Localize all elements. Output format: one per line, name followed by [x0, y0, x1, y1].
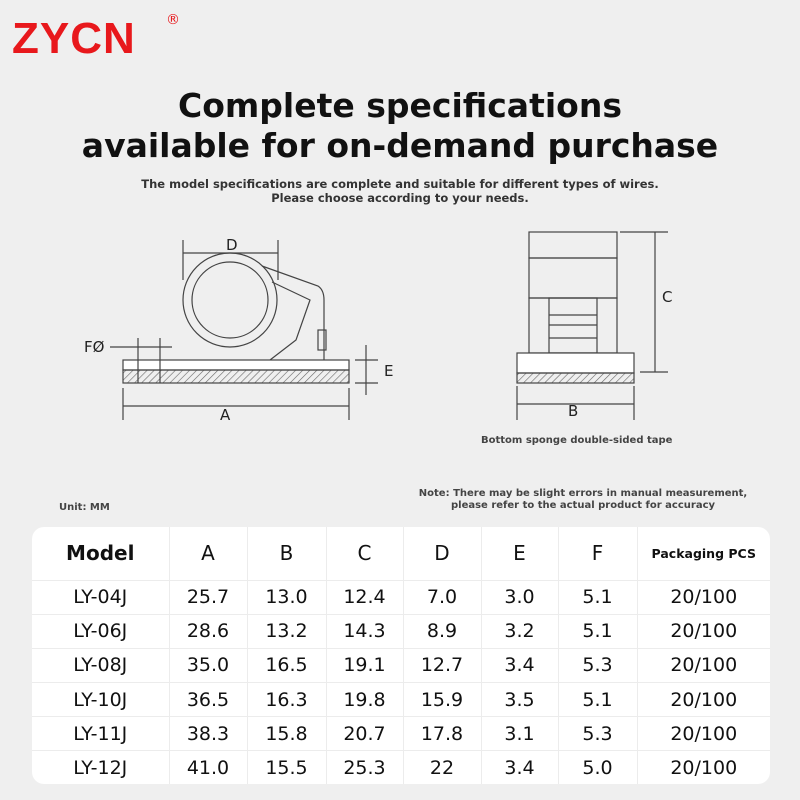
table-header-row: Model A B C D E F Packaging PCS: [32, 527, 770, 581]
table-cell-b: 13.0: [247, 580, 327, 615]
table-cell-d: 7.0: [403, 580, 482, 615]
table-cell-c: 12.4: [326, 580, 404, 615]
dimension-label-e: E: [384, 362, 394, 380]
table-cell-b: 13.2: [247, 614, 327, 649]
table-cell-c: 19.1: [326, 648, 404, 684]
table-row: LY-11J 38.3 15.8 20.7 17.8 3.1 5.3 20/100: [32, 716, 770, 752]
header-packaging: Packaging PCS: [637, 527, 770, 581]
table-cell-c: 14.3: [326, 614, 404, 649]
spec-table: Model A B C D E F Packaging PCS LY-04J 25…: [32, 527, 770, 784]
header-f: F: [558, 527, 638, 581]
table-cell-f: 5.1: [558, 614, 638, 649]
header-c: C: [326, 527, 404, 581]
table-cell-model: LY-04J: [32, 580, 170, 615]
table-cell-a: 38.3: [169, 716, 248, 752]
table-cell-packaging-pcs: 20/100: [637, 614, 770, 649]
dimension-label-c: C: [662, 288, 673, 306]
table-cell-c: 25.3: [326, 750, 404, 784]
headline-line-2: available for on-demand purchase: [81, 126, 719, 165]
headline-line-1: Complete specifications: [178, 86, 622, 125]
table-cell-d: 8.9: [403, 614, 482, 649]
table-cell-c: 20.7: [326, 716, 404, 752]
table-cell-model: LY-11J: [32, 716, 170, 752]
table-cell-e: 3.1: [481, 716, 559, 752]
note-line-2: please refer to the actual product for a…: [450, 500, 716, 511]
table-cell-a: 41.0: [169, 750, 248, 784]
table-cell-d: 12.7: [403, 648, 482, 684]
dimension-drawing: [110, 231, 668, 420]
header-e: E: [481, 527, 559, 581]
table-cell-a: 28.6: [169, 614, 248, 649]
table-row: LY-08J 35.0 16.5 19.1 12.7 3.4 5.3 20/100: [32, 648, 770, 684]
table-cell-c: 19.8: [326, 682, 404, 718]
table-cell-f: 5.3: [558, 716, 638, 752]
table-cell-d: 15.9: [403, 682, 482, 718]
table-row: LY-10J 36.5 16.3 19.8 15.9 3.5 5.1 20/100: [32, 682, 770, 718]
table-cell-model: LY-12J: [32, 750, 170, 784]
table-cell-e: 3.4: [481, 648, 559, 684]
table-row: LY-04J 25.7 13.0 12.4 7.0 3.0 5.1 20/100: [32, 580, 770, 615]
tape-caption: Bottom sponge double-sided tape: [481, 435, 673, 446]
table-cell-d: 17.8: [403, 716, 482, 752]
table-cell-f: 5.0: [558, 750, 638, 784]
note-line-1: Note: There may be slight errors in manu…: [418, 488, 748, 499]
accuracy-note: Note: There may be slight errors in manu…: [400, 488, 766, 512]
table-cell-b: 15.8: [247, 716, 327, 752]
dimension-label-f: FØ: [84, 338, 105, 356]
table-cell-f: 5.1: [558, 682, 638, 718]
table-cell-packaging-pcs: 20/100: [637, 580, 770, 615]
table-row: LY-12J 41.0 15.5 25.3 22 3.4 5.0 20/100: [32, 750, 770, 784]
table-cell-e: 3.0: [481, 580, 559, 615]
table-cell-f: 5.1: [558, 580, 638, 615]
table-cell-e: 3.4: [481, 750, 559, 784]
header-b: B: [247, 527, 327, 581]
table-cell-b: 16.5: [247, 648, 327, 684]
subtitle: The model specifications are complete an…: [0, 177, 800, 205]
table-cell-model: LY-08J: [32, 648, 170, 684]
header-a: A: [169, 527, 248, 581]
side-view: [110, 240, 378, 420]
dimension-label-b: B: [568, 402, 579, 420]
table-cell-d: 22: [403, 750, 482, 784]
table-cell-f: 5.3: [558, 648, 638, 684]
unit-label: Unit: MM: [59, 502, 110, 513]
table-cell-model: LY-06J: [32, 614, 170, 649]
brand-logo: ZYCN: [12, 14, 136, 63]
header-d: D: [403, 527, 482, 581]
table-cell-model: LY-10J: [32, 682, 170, 718]
table-cell-e: 3.2: [481, 614, 559, 649]
table-cell-e: 3.5: [481, 682, 559, 718]
table-cell-b: 16.3: [247, 682, 327, 718]
table-cell-a: 36.5: [169, 682, 248, 718]
headline: Complete specifications available for on…: [0, 86, 800, 166]
subtitle-line-2: Please choose according to your needs.: [271, 191, 529, 205]
table-cell-packaging-pcs: 20/100: [637, 716, 770, 752]
dimension-label-a: A: [220, 406, 231, 424]
table-row: LY-06J 28.6 13.2 14.3 8.9 3.2 5.1 20/100: [32, 614, 770, 649]
table-cell-a: 35.0: [169, 648, 248, 684]
header-model: Model: [32, 527, 170, 581]
table-cell-a: 25.7: [169, 580, 248, 615]
table-cell-packaging-pcs: 20/100: [637, 682, 770, 718]
registered-mark: ®: [166, 12, 180, 28]
subtitle-line-1: The model specifications are complete an…: [141, 177, 659, 191]
dimension-label-d: D: [226, 236, 238, 254]
front-view: [516, 231, 668, 420]
table-cell-packaging-pcs: 20/100: [670, 756, 738, 779]
table-cell-packaging-pcs: 20/100: [637, 648, 770, 684]
table-cell-b: 15.5: [247, 750, 327, 784]
